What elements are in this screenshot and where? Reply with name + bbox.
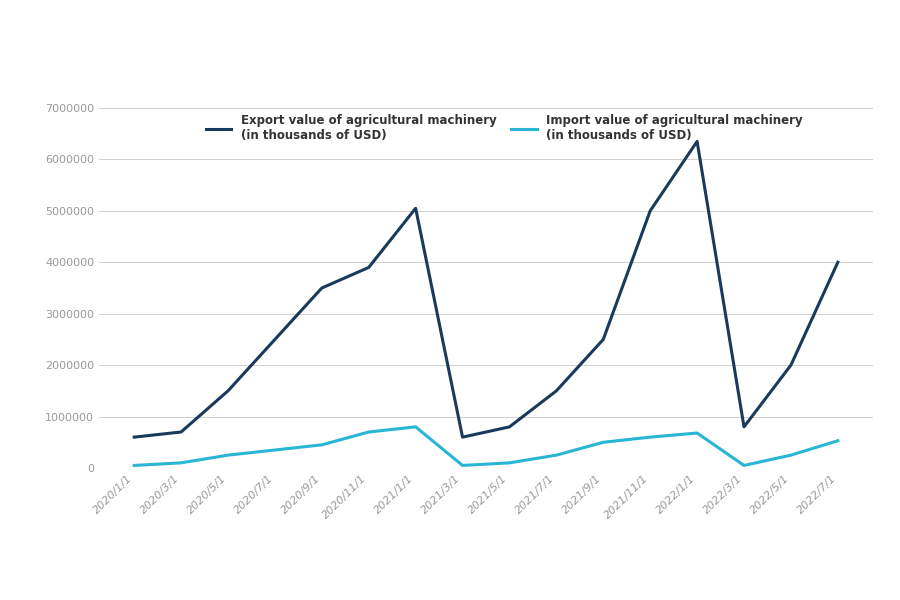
Import value of agricultural machinery
(in thousands of USD) [598,439,608,446]
Import value of agricultural machinery
(in thousands of USD) [832,437,843,445]
Export value of agricultural machinery
(in thousands of USD) [551,387,562,394]
Export value of agricultural machinery
(in thousands of USD) [176,428,186,436]
Import value of agricultural machinery
(in thousands of USD) [317,441,328,448]
Export value of agricultural machinery
(in thousands of USD) [269,336,280,343]
Import value of agricultural machinery
(in thousands of USD) [786,452,796,459]
Export value of agricultural machinery
(in thousands of USD) [598,336,608,343]
Export value of agricultural machinery
(in thousands of USD) [692,138,703,145]
Export value of agricultural machinery
(in thousands of USD) [504,423,515,430]
Import value of agricultural machinery
(in thousands of USD) [551,452,562,459]
Import value of agricultural machinery
(in thousands of USD) [176,459,186,466]
Import value of agricultural machinery
(in thousands of USD) [410,423,421,430]
Export value of agricultural machinery
(in thousands of USD) [410,205,421,212]
Export value of agricultural machinery
(in thousands of USD) [129,434,140,441]
Import value of agricultural machinery
(in thousands of USD) [692,430,703,437]
Export value of agricultural machinery
(in thousands of USD) [786,362,796,369]
Import value of agricultural machinery
(in thousands of USD) [457,462,468,469]
Line: Export value of agricultural machinery
(in thousands of USD): Export value of agricultural machinery (… [134,142,838,437]
Export value of agricultural machinery
(in thousands of USD) [457,434,468,441]
Export value of agricultural machinery
(in thousands of USD) [317,284,328,292]
Export value of agricultural machinery
(in thousands of USD) [832,259,843,266]
Import value of agricultural machinery
(in thousands of USD) [644,434,655,441]
Line: Import value of agricultural machinery
(in thousands of USD): Import value of agricultural machinery (… [134,427,838,466]
Export value of agricultural machinery
(in thousands of USD) [644,207,655,214]
Import value of agricultural machinery
(in thousands of USD) [269,446,280,454]
Import value of agricultural machinery
(in thousands of USD) [364,428,374,436]
Import value of agricultural machinery
(in thousands of USD) [504,459,515,466]
Export value of agricultural machinery
(in thousands of USD) [222,387,233,394]
Import value of agricultural machinery
(in thousands of USD) [222,452,233,459]
Export value of agricultural machinery
(in thousands of USD) [364,264,374,271]
Import value of agricultural machinery
(in thousands of USD) [129,462,140,469]
Export value of agricultural machinery
(in thousands of USD) [739,423,750,430]
Legend: Export value of agricultural machinery
(in thousands of USD), Import value of ag: Export value of agricultural machinery (… [205,114,803,142]
Import value of agricultural machinery
(in thousands of USD) [739,462,750,469]
